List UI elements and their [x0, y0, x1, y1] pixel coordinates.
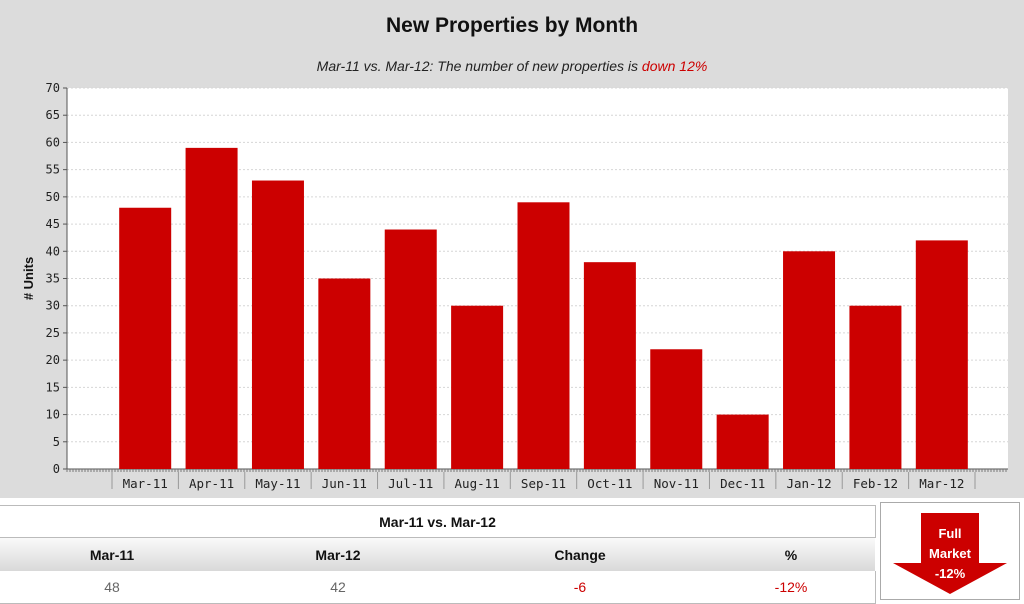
comparison-value-row: 48 42 -6 -12%	[0, 571, 876, 604]
x-tick-label: Jul-11	[388, 476, 433, 491]
subtitle-text: Mar-11 vs. Mar-12: The number of new pro…	[316, 58, 639, 74]
x-tick-label: Feb-12	[853, 476, 898, 491]
y-axis-label: # Units	[21, 257, 36, 300]
bar	[318, 278, 371, 469]
x-tick-label: Jan-12	[786, 476, 831, 491]
x-tick-label: Sep-11	[521, 476, 566, 491]
y-tick-label: 55	[46, 163, 60, 177]
y-tick-label: 0	[53, 462, 60, 476]
bar	[119, 207, 172, 469]
y-tick-label: 65	[46, 108, 60, 122]
badge-line3: -12%	[935, 566, 966, 581]
y-tick-label: 70	[46, 81, 60, 95]
value-mar-12: 42	[330, 579, 346, 595]
bar	[251, 180, 304, 469]
value-mar-11: 48	[104, 579, 120, 595]
bar	[384, 229, 437, 469]
value-percent: -12%	[774, 579, 808, 595]
y-tick-label: 10	[46, 408, 60, 422]
x-tick-label: Jun-11	[322, 476, 367, 491]
x-tick-label: Mar-12	[919, 476, 964, 491]
chart-panel: 0 5 10 15 20 25 30 35 40 45 50 55 60 65 70 # Units Mar-1…	[0, 0, 1024, 498]
y-tick-label: 60	[46, 135, 60, 149]
comparison-table: Mar-11 vs. Mar-12 Mar-11 Mar-12 Change %…	[0, 505, 876, 604]
bar	[583, 262, 636, 469]
y-tick-label: 5	[53, 435, 60, 449]
y-tick-label: 30	[46, 299, 60, 313]
x-tick-label: Mar-11	[123, 476, 168, 491]
x-tick-label: May-11	[255, 476, 300, 491]
chart-subtitle: Mar-11 vs. Mar-12: The number of new pro…	[0, 58, 1024, 74]
bar	[849, 305, 902, 469]
header-change: Change	[554, 547, 606, 563]
bar	[185, 147, 238, 469]
x-tick-label: Apr-11	[189, 476, 234, 491]
badge-line1: Full	[938, 526, 961, 541]
full-market-badge: Full Market -12%	[880, 502, 1020, 600]
y-tick-label: 35	[46, 272, 60, 286]
bar	[783, 251, 836, 469]
header-mar-11: Mar-11	[89, 547, 135, 563]
bar	[716, 414, 769, 469]
x-tick-label: Oct-11	[587, 476, 632, 491]
y-tick-label: 40	[46, 244, 60, 258]
comparison-header-row: Mar-11 Mar-12 Change %	[0, 537, 875, 573]
x-tick-label: Dec-11	[720, 476, 765, 491]
x-tick-label: Aug-11	[455, 476, 500, 491]
y-tick-label: 25	[46, 326, 60, 340]
x-tick-label: Nov-11	[654, 476, 699, 491]
badge-line2: Market	[929, 546, 972, 561]
down-arrow-icon: Full Market -12%	[893, 513, 1007, 594]
bar-chart: 0 5 10 15 20 25 30 35 40 45 50 55 60 65 70 # Units Mar-1…	[21, 81, 1008, 491]
comparison-caption: Mar-11 vs. Mar-12	[0, 505, 876, 538]
y-tick-label: 45	[46, 217, 60, 231]
bar	[517, 202, 570, 470]
y-tick-label: 20	[46, 353, 60, 367]
header-percent: %	[784, 547, 798, 563]
bar	[915, 240, 968, 469]
header-mar-12: Mar-12	[315, 547, 361, 563]
bar	[451, 305, 504, 469]
subtitle-highlight: down 12%	[641, 58, 708, 74]
y-tick-label: 50	[46, 190, 60, 204]
y-tick-label: 15	[46, 380, 60, 394]
chart-title: New Properties by Month	[385, 14, 639, 37]
bar	[650, 349, 703, 469]
value-change: -6	[573, 579, 587, 595]
